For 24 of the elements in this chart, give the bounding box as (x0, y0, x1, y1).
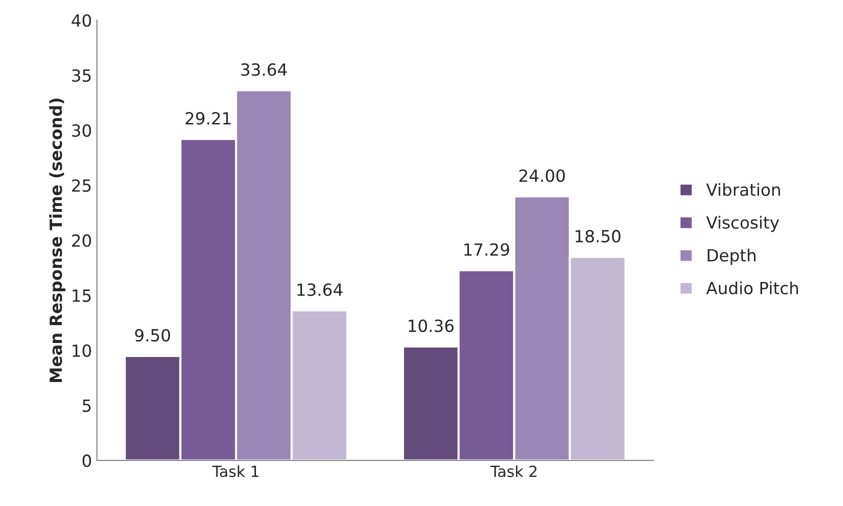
x-tick-label: Task 2 (490, 465, 536, 478)
y-tick-label: 25 (72, 179, 91, 192)
y-tick-label: 0 (82, 454, 91, 468)
data-label: 17.29 (464, 243, 510, 256)
y-tick-label: 35 (72, 69, 91, 82)
y-tick-label: 20 (72, 234, 91, 247)
data-label: 10.36 (408, 319, 454, 332)
data-label: 9.50 (135, 328, 170, 342)
y-tick-label: 10 (72, 344, 91, 357)
legend-label: Depth (708, 248, 756, 265)
y-axis-title: Mean Response Time (second) (49, 98, 66, 382)
data-label: 13.64 (297, 283, 342, 296)
y-tick-label: 40 (72, 14, 91, 27)
data-label: 18.50 (576, 230, 620, 243)
data-label: 24.00 (519, 169, 565, 182)
y-tick-label: 30 (72, 124, 91, 137)
y-tick-label: 5 (82, 400, 91, 412)
y-tick-label: 15 (72, 290, 91, 302)
legend-label: Vibration (706, 183, 780, 196)
legend-label: Audio Pitch (706, 281, 798, 294)
data-label: 33.64 (241, 63, 287, 76)
x-tick-label: Task 1 (212, 465, 258, 478)
data-label: 29.21 (186, 112, 231, 125)
legend-label: Viscosity (706, 216, 780, 232)
